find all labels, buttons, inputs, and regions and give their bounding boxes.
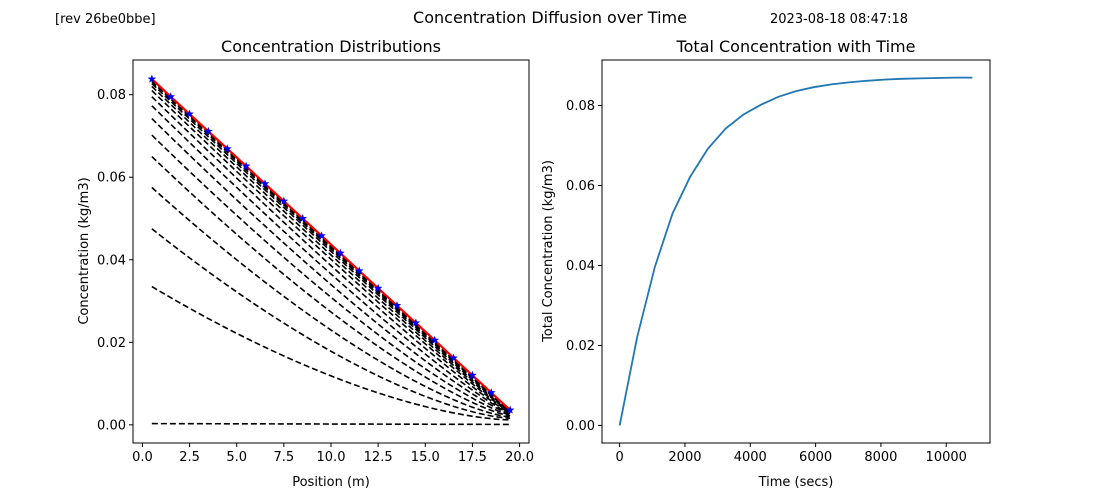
concentration-profile-line (151, 422, 511, 426)
steady-state-marker (147, 74, 157, 83)
right-y-tick-label: 0.00 (566, 419, 595, 434)
concentration-profile-line (151, 80, 511, 413)
left-x-axis-ticks: 0.0 2.5 5.0 7.5 10.0 12.5 15.0 17.5 20.0 (132, 443, 534, 465)
left-x-tick-label: 5.0 (226, 450, 247, 465)
steady-state-marker (505, 405, 515, 414)
right-axes-frame (601, 59, 991, 444)
concentration-profile-line (151, 82, 511, 414)
right-y-tick-label: 0.06 (566, 179, 595, 194)
steady-state-marker (260, 179, 270, 188)
steady-state-marker (449, 353, 458, 362)
figure-title: Concentration Diffusion over Time (413, 8, 687, 27)
steady-state-marker (166, 92, 175, 101)
left-y-axis-label: Concentration (kg/m3) (77, 177, 92, 324)
left-x-tick-label: 12.5 (364, 450, 393, 465)
left-x-tick-label: 2.5 (179, 450, 200, 465)
right-x-tick-label: 10000 (926, 450, 967, 465)
concentration-profile-line (151, 89, 511, 414)
steady-state-marker (487, 388, 496, 397)
concentration-profile-line (151, 118, 511, 415)
right-y-tick-label: 0.08 (566, 99, 595, 114)
concentration-distributions-panel: Concentration Distributions 0.0 2.5 5.0 7.5… (77, 37, 534, 490)
concentration-profile-line (151, 228, 511, 420)
right-x-axis-label: Time (secs) (758, 475, 834, 490)
concentration-profile-line (151, 285, 511, 421)
steady-state-marker (241, 161, 251, 170)
steady-state-marker (468, 370, 477, 379)
steady-state-line (151, 78, 511, 411)
steady-state-marker (355, 266, 364, 275)
right-plot-area (618, 76, 973, 426)
total-concentration-line (618, 76, 973, 426)
steady-state-marker (430, 335, 439, 344)
right-x-axis-ticks: 0 2000 4000 6000 8000 10000 (615, 443, 967, 465)
right-y-tick-label: 0.02 (566, 339, 595, 354)
right-y-axis-ticks: 0.00 0.02 0.04 0.06 0.08 (566, 99, 602, 434)
steady-state-marker (392, 301, 402, 310)
steady-state-marker (336, 248, 345, 257)
left-y-tick-label: 0.08 (97, 88, 126, 103)
steady-state-marker (317, 231, 326, 240)
concentration-profile-line (151, 186, 511, 418)
left-chart-title: Concentration Distributions (221, 37, 441, 56)
left-x-tick-label: 15.0 (411, 450, 440, 465)
right-y-tick-label: 0.04 (566, 259, 595, 274)
right-x-tick-label: 8000 (864, 450, 897, 465)
steady-state-marker (223, 144, 232, 153)
concentration-profile-line (151, 156, 511, 417)
left-y-tick-label: 0.06 (97, 171, 126, 186)
left-axes-frame (132, 59, 530, 444)
left-x-tick-label: 20.0 (505, 450, 534, 465)
concentration-profile-line (151, 134, 511, 416)
total-concentration-panel: Total Concentration with Time 0 2000 4000 6… (541, 37, 991, 490)
right-x-tick-label: 6000 (799, 450, 832, 465)
right-chart-title: Total Concentration with Time (676, 37, 916, 56)
left-y-axis-ticks: 0.00 0.02 0.04 0.06 0.08 (97, 88, 133, 433)
right-x-tick-label: 2000 (668, 450, 701, 465)
concentration-profile-line (151, 96, 511, 414)
left-y-tick-label: 0.02 (97, 336, 126, 351)
steady-state-marker (279, 196, 289, 205)
left-x-tick-label: 10.0 (317, 450, 346, 465)
concentration-profile-line (151, 85, 511, 414)
timestamp: 2023-08-18 08:47:18 (770, 12, 909, 27)
left-y-tick-label: 0.04 (97, 253, 126, 268)
left-plot-area (147, 74, 515, 426)
right-x-tick-label: 0 (615, 450, 623, 465)
left-x-tick-label: 7.5 (274, 450, 295, 465)
steady-state-marker (373, 283, 383, 292)
steady-state-marker (411, 318, 421, 327)
left-x-axis-label: Position (m) (292, 475, 370, 490)
left-y-tick-label: 0.00 (97, 418, 126, 433)
steady-state-marker (298, 213, 307, 223)
steady-state-marker (204, 126, 213, 136)
concentration-profile-line (151, 105, 511, 415)
revision-tag: [rev 26be0bbe] (55, 12, 156, 27)
right-y-axis-label: Total Concentration (kg/m3) (541, 160, 556, 343)
left-x-tick-label: 0.0 (132, 450, 153, 465)
left-x-tick-label: 17.5 (458, 450, 487, 465)
steady-state-marker (185, 109, 194, 118)
right-x-tick-label: 4000 (734, 450, 767, 465)
